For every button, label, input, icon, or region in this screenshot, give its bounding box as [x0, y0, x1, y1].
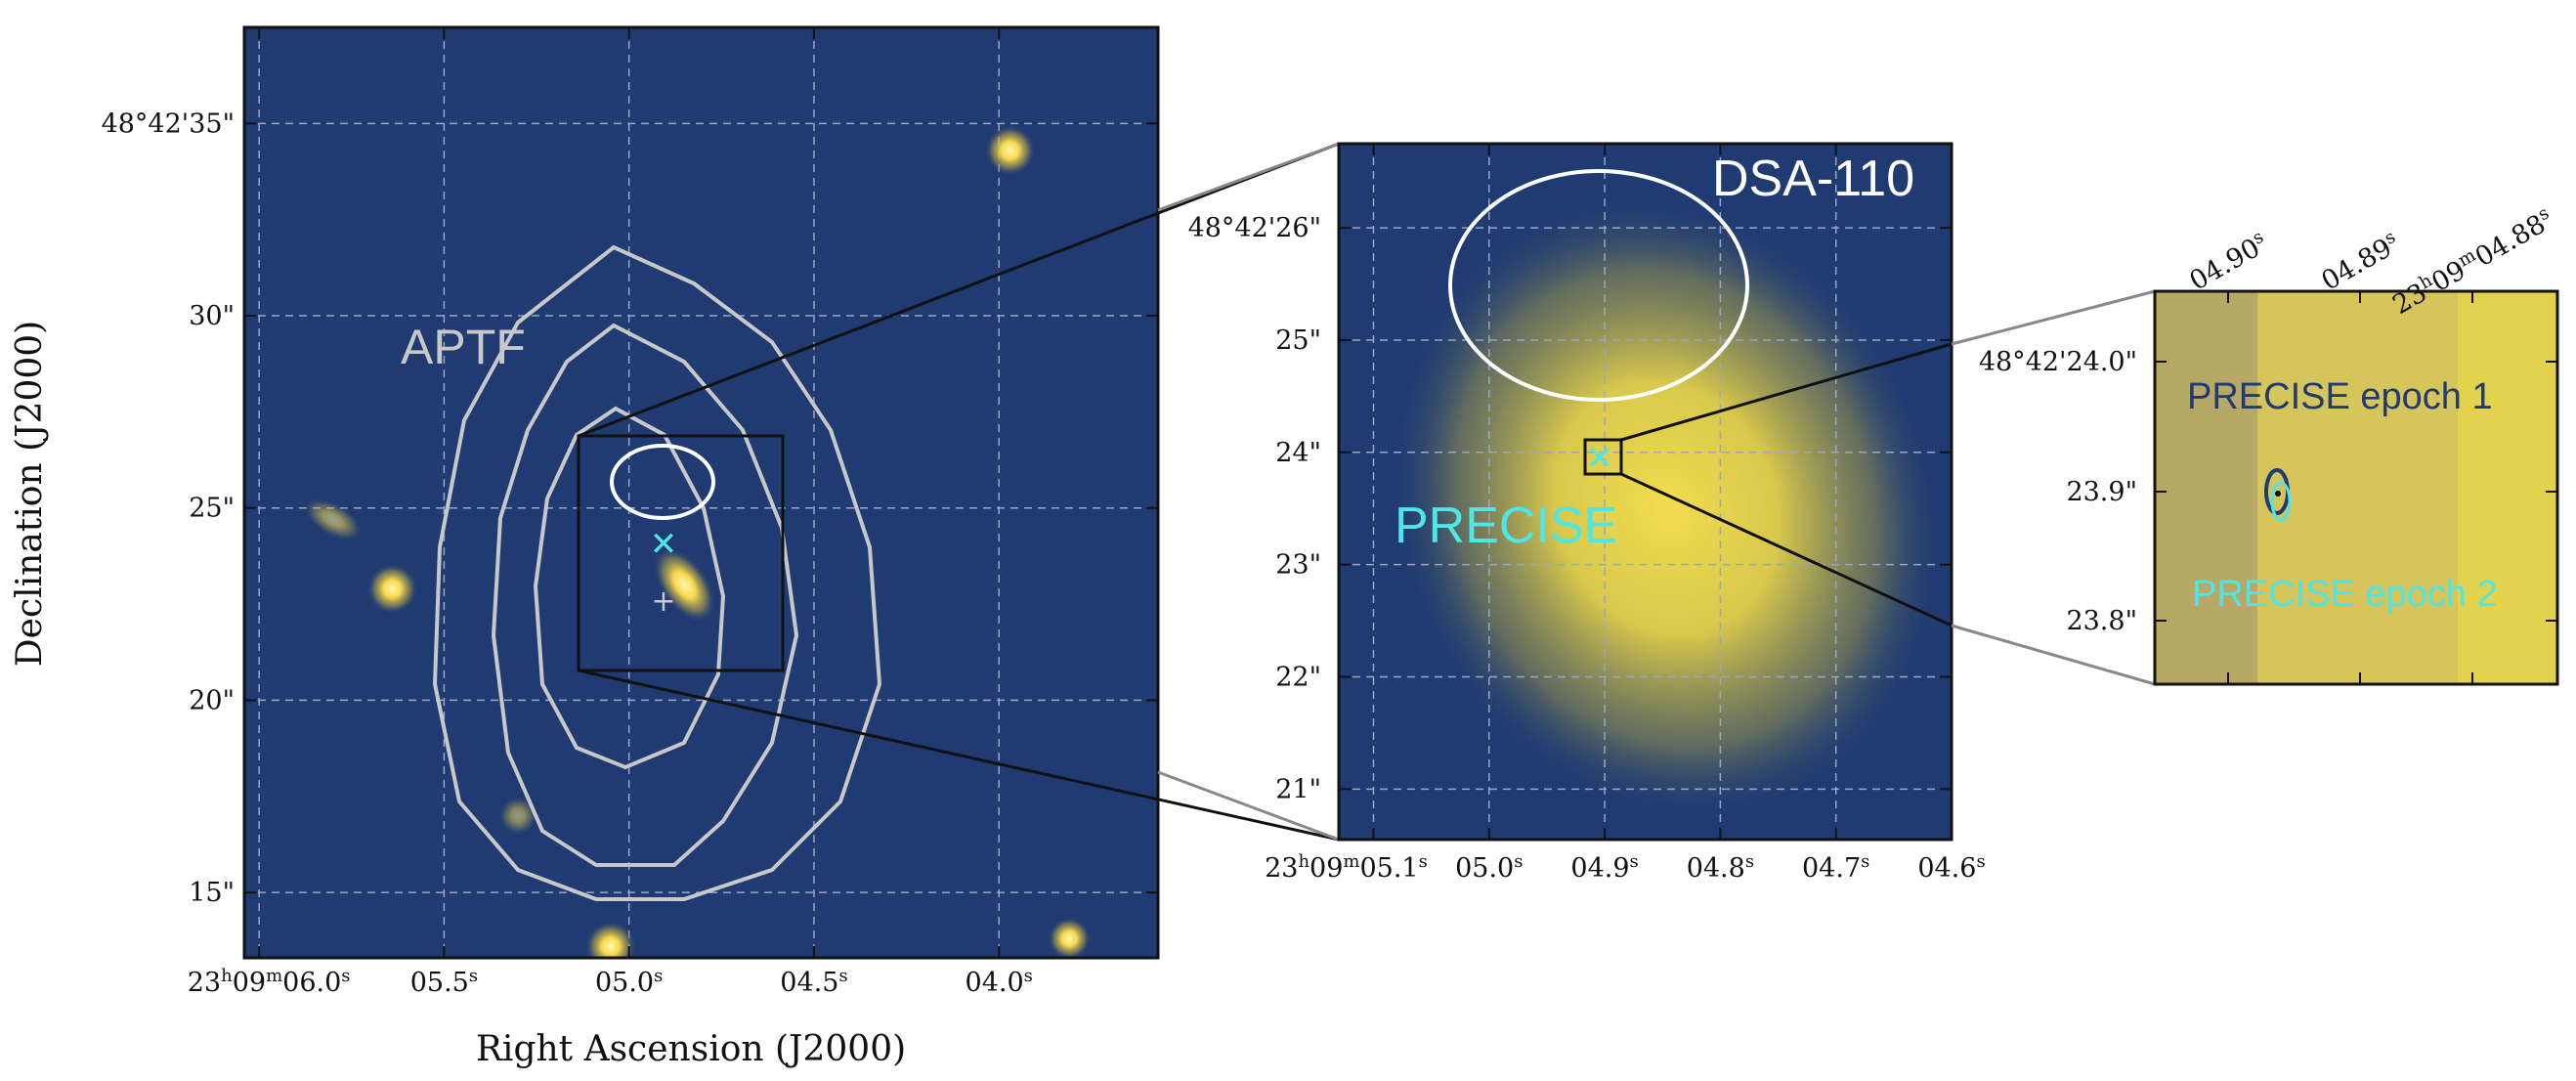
zoom-box-middle	[1583, 438, 1623, 476]
left-y-axis-label: Declination (J2000)	[10, 321, 50, 667]
left-x-tick-label: 05.0s	[595, 966, 663, 999]
zoom-connectors-left	[578, 142, 1340, 842]
middle-frame	[1337, 142, 1953, 842]
connector-right-bottom	[1620, 472, 1953, 627]
aptf-contour-middle	[491, 323, 799, 867]
aptf-label: APTF	[401, 320, 526, 374]
left-image-background	[244, 27, 1158, 958]
faint-galaxy-left	[303, 497, 364, 542]
inset-bg-middle	[2257, 291, 2458, 684]
star-source-left	[498, 796, 538, 836]
connector-left-top	[578, 142, 1340, 438]
right-y-tick-label: 48°42'24.0"	[1979, 347, 2137, 377]
zoom-connectors-right	[1620, 289, 2156, 686]
right-x-tick-label: 04.90s	[2183, 226, 2273, 296]
connector-right-bottom-gray	[1951, 624, 2156, 686]
star-source-left	[984, 124, 1036, 176]
middle-x-tick-label: 04.7s	[1802, 851, 1869, 885]
aptf-contour-outer	[432, 244, 882, 901]
right-panel: PRECISE epoch 1 PRECISE epoch 2 04.90s 04…	[1979, 202, 2559, 686]
middle-grid	[1339, 144, 1952, 840]
host-galaxy-left	[653, 546, 716, 624]
middle-x-tick-label: 23h09m05.1s	[1265, 851, 1428, 885]
epoch1-point	[2275, 491, 2281, 497]
left-ticks: 23h09m06.0s 05.5s 05.0s 04.5s 04.0s 48°42'35"…	[102, 27, 1158, 998]
precise-marker-middle: ✕	[1586, 439, 1614, 478]
star-source-left	[366, 563, 418, 615]
middle-galaxy	[1385, 192, 1948, 825]
middle-x-tick-label: 04.8s	[1687, 851, 1754, 885]
left-y-tick-label: 48°42'35"	[102, 108, 235, 139]
left-y-tick-label: 25"	[189, 494, 235, 524]
inset-bg-right	[2458, 291, 2557, 684]
left-panel: ✕ + APTF 23h09m06.0s 05.5s 05.0s 04.5s 04.0s…	[10, 25, 1160, 1069]
left-y-tick-label: 15"	[189, 878, 235, 908]
left-y-tick-label: 30"	[189, 301, 235, 331]
star-source-left	[1048, 917, 1092, 958]
aptf-contours	[432, 244, 882, 901]
right-x-tick-label: 04.89s	[2315, 226, 2405, 296]
left-x-tick-label: 04.5s	[780, 966, 847, 999]
host-galaxy-middle	[1385, 192, 1948, 825]
center-marker-left: +	[651, 584, 675, 619]
dsa-ellipse-middle	[1448, 169, 1749, 402]
right-y-tick-label: 23.9"	[2066, 477, 2137, 507]
middle-y-tick-label: 48°42'26"	[1188, 213, 1321, 243]
left-sources	[303, 124, 1092, 958]
middle-x-tick-label: 04.9s	[1570, 851, 1638, 885]
left-frame	[242, 25, 1160, 960]
right-x-tick-group: 04.90s	[2183, 226, 2273, 296]
middle-panel: ✕ DSA-110 PRECISE 23h09m05.1s 05.0s 04.9s 0…	[1188, 142, 1986, 884]
middle-y-tick-label: 23"	[1275, 550, 1321, 581]
aptf-contour-inner	[533, 406, 726, 770]
middle-x-tick-label: 05.0s	[1455, 851, 1523, 885]
middle-y-tick-label: 24"	[1275, 438, 1321, 468]
right-y-tick-label: 23.8"	[2066, 606, 2137, 636]
epoch-markers	[2264, 468, 2292, 522]
right-x-tick-group: 04.89s	[2315, 226, 2405, 296]
precise-label: PRECISE	[1395, 497, 1617, 554]
connector-left-top-gray	[1157, 142, 1340, 212]
left-x-tick-label: 04.0s	[966, 966, 1033, 999]
epoch2-ellipse	[2270, 481, 2292, 522]
connector-right-top	[1620, 342, 1953, 442]
left-y-tick-label: 20"	[189, 685, 235, 715]
middle-ticks: 23h09m05.1s 05.0s 04.9s 04.8s 04.7s 04.6s 48°4…	[1188, 144, 1986, 884]
inset-bg-left	[2155, 291, 2257, 684]
left-x-tick-label: 05.5s	[410, 966, 478, 999]
left-x-tick-label: 23h09m06.0s	[188, 966, 351, 999]
connector-right-top-gray	[1951, 289, 2156, 346]
middle-x-tick-label: 04.6s	[1917, 851, 1985, 885]
middle-y-tick-label: 22"	[1275, 662, 1321, 692]
dsa110-label: DSA-110	[1712, 151, 1914, 207]
left-x-axis-label: Right Ascension (J2000)	[476, 1029, 906, 1069]
precise-marker-left: ✕	[650, 525, 678, 564]
dsa-ellipse-left	[610, 444, 715, 520]
connector-left-bottom-gray	[1157, 770, 1340, 842]
left-grid	[244, 27, 1158, 958]
star-source-left	[584, 921, 636, 958]
connector-left-bottom	[578, 669, 1340, 842]
zoom-box-left	[577, 434, 785, 672]
middle-y-tick-label: 21"	[1275, 774, 1321, 804]
epoch1-label: PRECISE epoch 1	[2187, 376, 2493, 417]
epoch2-label: PRECISE epoch 2	[2192, 574, 2498, 615]
middle-y-tick-label: 25"	[1275, 325, 1321, 356]
right-frame	[2153, 289, 2559, 686]
